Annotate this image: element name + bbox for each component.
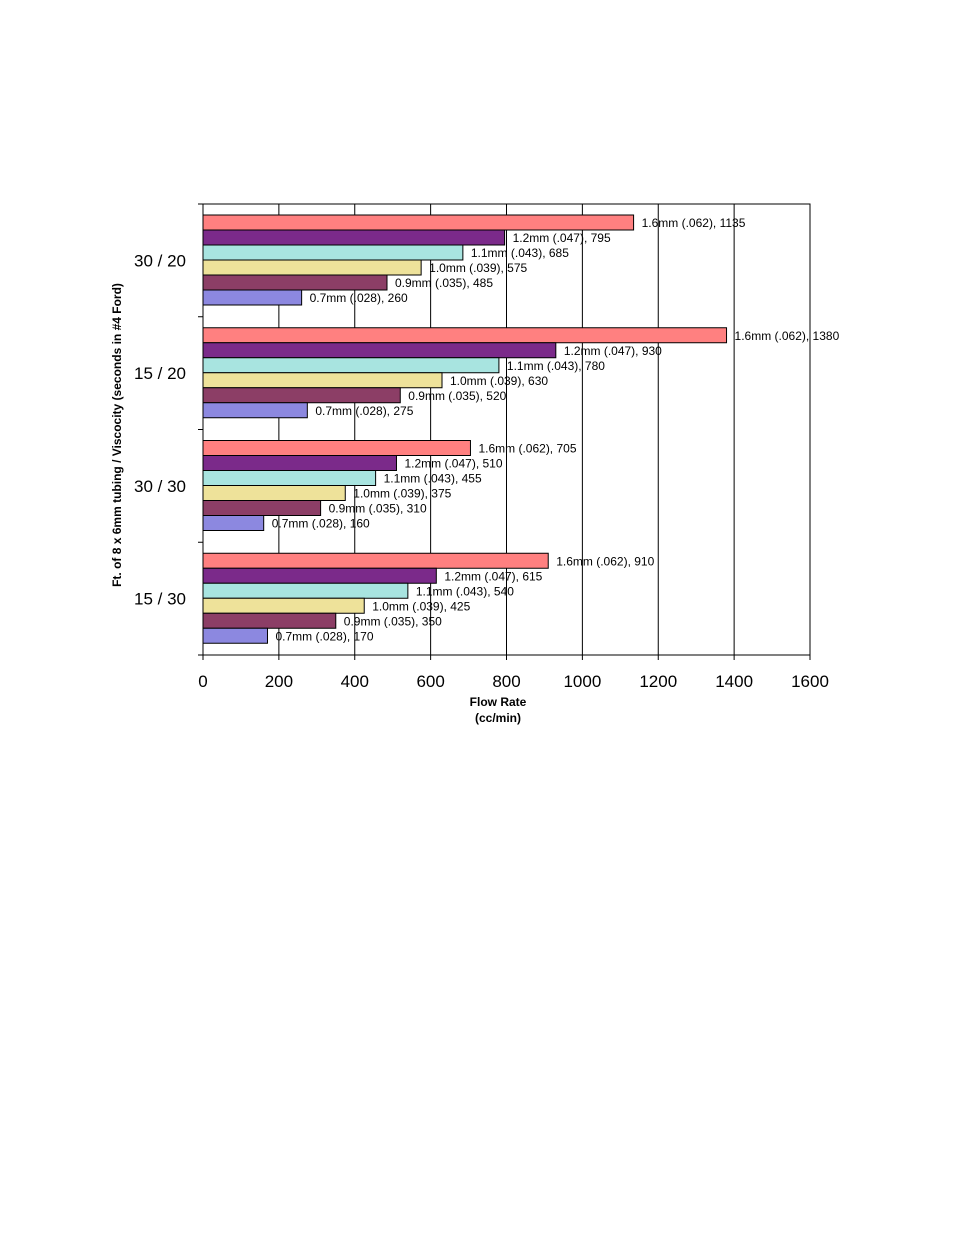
bar bbox=[202, 567, 437, 584]
data-label: 1.1mm (.043), 455 bbox=[384, 472, 482, 486]
bar bbox=[202, 500, 322, 516]
bars bbox=[202, 214, 728, 644]
bar bbox=[202, 357, 500, 374]
data-label: 0.9mm (.035), 350 bbox=[344, 614, 442, 628]
y-axis-title: Ft. of 8 x 6mm tubing / Viscocity (secon… bbox=[110, 283, 124, 587]
x-tick-label: 600 bbox=[416, 672, 444, 691]
bar bbox=[202, 289, 303, 306]
data-label: 0.7mm (.028), 160 bbox=[272, 517, 370, 531]
category-label: 15 / 30 bbox=[134, 590, 186, 609]
x-tick-label: 1400 bbox=[715, 672, 753, 691]
bar bbox=[202, 485, 346, 501]
data-label: 0.9mm (.035), 485 bbox=[395, 276, 493, 290]
data-label: 0.9mm (.035), 310 bbox=[329, 502, 427, 516]
data-label: 1.1mm (.043), 540 bbox=[416, 584, 514, 598]
data-label: 1.0mm (.039), 425 bbox=[372, 599, 470, 613]
data-label: 1.2mm (.047), 795 bbox=[513, 231, 611, 245]
data-label: 0.7mm (.028), 170 bbox=[275, 629, 373, 643]
data-label: 0.9mm (.035), 520 bbox=[408, 389, 506, 403]
bar bbox=[202, 372, 443, 389]
bar bbox=[202, 214, 635, 231]
data-label: 0.7mm (.028), 275 bbox=[315, 404, 413, 418]
bar bbox=[202, 582, 409, 599]
bar bbox=[202, 259, 422, 276]
bar bbox=[202, 229, 506, 246]
x-tick-label: 1000 bbox=[563, 672, 601, 691]
bar bbox=[202, 455, 397, 471]
bar bbox=[202, 274, 388, 291]
bar bbox=[202, 244, 464, 261]
data-label: 1.6mm (.062), 910 bbox=[556, 554, 654, 568]
bar bbox=[202, 327, 728, 344]
category-label: 30 / 20 bbox=[134, 251, 186, 270]
x-axis-unit: (cc/min) bbox=[475, 711, 521, 725]
category-label: 15 / 20 bbox=[134, 364, 186, 383]
data-label: 1.6mm (.062), 1380 bbox=[735, 329, 840, 343]
data-label: 1.0mm (.039), 575 bbox=[429, 261, 527, 275]
bar bbox=[202, 627, 268, 644]
data-label: 1.1mm (.043), 780 bbox=[507, 359, 605, 373]
data-label: 1.2mm (.047), 510 bbox=[404, 457, 502, 471]
data-label: 1.2mm (.047), 615 bbox=[444, 569, 542, 583]
bar bbox=[202, 440, 471, 456]
data-label: 1.0mm (.039), 630 bbox=[450, 374, 548, 388]
bar bbox=[202, 552, 549, 569]
bar bbox=[202, 387, 401, 404]
bar bbox=[202, 612, 337, 629]
data-label: 1.2mm (.047), 930 bbox=[564, 344, 662, 358]
data-label: 0.7mm (.028), 260 bbox=[310, 291, 408, 305]
bar bbox=[202, 470, 377, 486]
x-tick-label: 0 bbox=[198, 672, 207, 691]
data-label: 1.6mm (.062), 1135 bbox=[642, 216, 746, 230]
x-tick-label: 1600 bbox=[791, 672, 829, 691]
category-label: 30 / 30 bbox=[134, 477, 186, 496]
data-label: 1.6mm (.062), 705 bbox=[478, 442, 576, 456]
x-tick-label: 400 bbox=[341, 672, 369, 691]
bar bbox=[202, 515, 265, 531]
data-label: 1.0mm (.039), 375 bbox=[353, 487, 451, 501]
x-tick-label: 800 bbox=[492, 672, 520, 691]
x-tick-label: 200 bbox=[265, 672, 293, 691]
axes: 30 / 20 15 / 20 30 / 30 15 / 30 0 200 400 600 80… bbox=[134, 203, 829, 691]
x-tick-label: 1200 bbox=[639, 672, 677, 691]
bar bbox=[202, 402, 308, 419]
data-label: 1.1mm (.043), 685 bbox=[471, 246, 569, 260]
bar bbox=[202, 342, 557, 359]
bar bbox=[202, 597, 365, 614]
x-axis-title: Flow Rate bbox=[470, 695, 527, 709]
